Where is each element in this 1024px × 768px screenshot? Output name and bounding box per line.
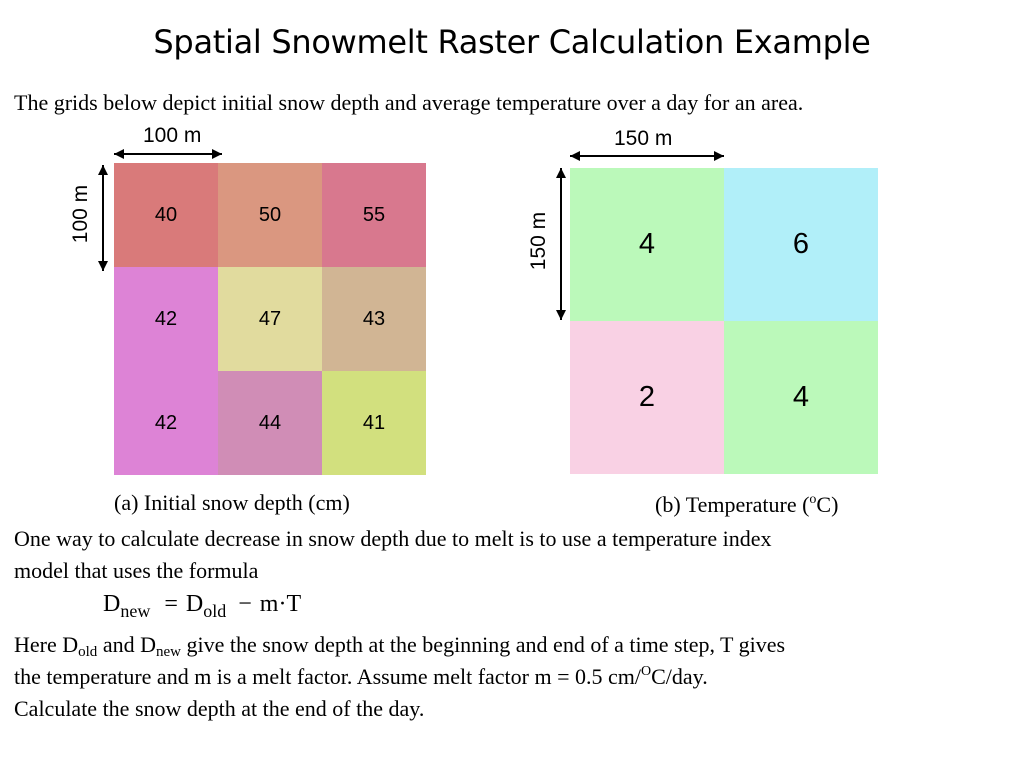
p2-sub-new: new — [155, 644, 181, 660]
snow-depth-cell: 50 — [218, 163, 322, 267]
degree-symbol: o — [809, 492, 817, 507]
grid-a-caption: (a) Initial snow depth (cm) — [114, 490, 350, 515]
intro-text: The grids below depict initial snow dept… — [14, 90, 804, 115]
grid-b-caption-pre: (b) Temperature ( — [655, 492, 810, 517]
formula-minus: − — [238, 591, 252, 617]
temperature-cell: 2 — [570, 321, 724, 474]
p2-text-a: Here D — [14, 632, 79, 657]
slide-title: Spatial Snowmelt Raster Calculation Exam… — [153, 23, 871, 61]
melt-formula: Dnew = Dold − m·T — [103, 591, 302, 621]
p2-text-b: and D — [97, 632, 156, 657]
grid-b-width-label: 150 m — [614, 127, 673, 150]
paragraph-2-line-2: the temperature and m is a melt factor. … — [14, 661, 708, 693]
grid-b-caption-post: C) — [816, 492, 839, 517]
grid-a-height-arrow — [98, 165, 108, 271]
grid-b-height-arrow — [556, 168, 566, 320]
grid-b-height-label: 150 m — [527, 211, 550, 271]
p2-sub-old: old — [78, 644, 98, 660]
paragraph-2-line-1: Here Dold and Dnew give the snow depth a… — [14, 629, 785, 661]
snow-depth-grid: 40 50 55 42 47 43 42 44 41 — [114, 163, 426, 475]
snow-depth-cell: 42 — [114, 267, 218, 371]
snow-depth-cell: 42 — [114, 371, 218, 475]
p2-degree-symbol: O — [641, 664, 652, 679]
snow-depth-cell: 40 — [114, 163, 218, 267]
grid-b-width-arrow — [570, 151, 724, 161]
paragraph-2-line-3: Calculate the snow depth at the end of t… — [14, 696, 425, 721]
p2-line2-text-a: the temperature and m is a melt factor. … — [14, 664, 641, 689]
formula-m-dot-t: m·T — [259, 591, 302, 617]
temperature-cell: 4 — [724, 321, 878, 474]
snow-depth-cell: 55 — [322, 163, 426, 267]
snow-depth-cell: 43 — [322, 267, 426, 371]
temperature-cell: 6 — [724, 168, 878, 321]
paragraph-1-line-2: model that uses the formula — [14, 558, 259, 583]
paragraph-1-line-1: One way to calculate decrease in snow de… — [14, 526, 772, 551]
formula-sub-new: new — [120, 601, 151, 621]
grid-b-caption: (b) Temperature (oC) — [655, 492, 838, 518]
formula-equals: = — [164, 591, 178, 617]
p2-line2-text-b: C/day. — [651, 664, 708, 689]
temperature-cell: 4 — [570, 168, 724, 321]
snow-depth-cell: 47 — [218, 267, 322, 371]
snow-depth-cell: 41 — [322, 371, 426, 475]
grid-a-height-label: 100 m — [69, 184, 92, 244]
p2-text-c: give the snow depth at the beginning and… — [180, 632, 786, 657]
formula-sub-old: old — [203, 601, 227, 621]
formula-d-new: D — [103, 591, 121, 617]
grid-a-width-label: 100 m — [143, 124, 202, 147]
grid-a-width-arrow — [114, 149, 222, 159]
formula-d-old: D — [185, 591, 204, 617]
snow-depth-cell: 44 — [218, 371, 322, 475]
